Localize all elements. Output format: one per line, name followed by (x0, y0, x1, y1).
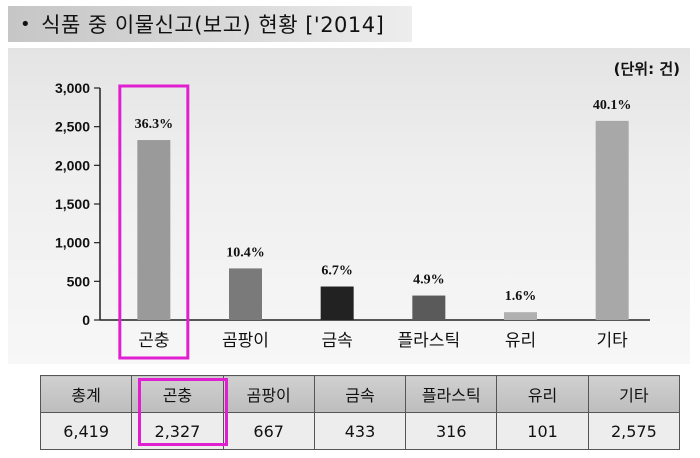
data-label: 6.7% (321, 264, 353, 279)
data-label: 1.6% (505, 289, 537, 304)
x-tick-label: 기타 (597, 331, 629, 351)
table-header-cell: 금속 (313, 375, 407, 413)
chart-title-bar: • 식품 중 이물신고(보고) 현황 ['2014] (8, 6, 412, 42)
y-tick-label: 2,000 (55, 157, 90, 173)
bar-chart: 0 500 1,000 1,500 2,000 2,500 3,000 36.3% 곤충 10.4… (55, 80, 650, 360)
bar (320, 286, 354, 320)
data-label: 4.9% (413, 273, 445, 288)
table-header-cell: 총계 (39, 375, 133, 413)
y-tick-label: 1,000 (55, 235, 90, 251)
table-cell: 6,419 (39, 412, 133, 450)
table-cell: 316 (405, 412, 498, 450)
table-cell: 2,327 (131, 412, 224, 450)
bar (137, 140, 171, 320)
bullet-icon: • (20, 13, 32, 35)
highlight-box (118, 84, 190, 360)
x-tick-label: 유리 (505, 331, 536, 351)
table-cell: 433 (313, 412, 407, 450)
x-tick-label: 금속 (322, 331, 353, 351)
data-label: 10.4% (226, 245, 265, 260)
y-tick-label: 500 (67, 273, 91, 289)
x-tick-label: 곰팡이 (222, 331, 269, 351)
x-tick-label: 곤충 (138, 331, 169, 351)
unit-label: (단위: 건) (613, 60, 680, 78)
chart-title: 식품 중 이물신고(보고) 현황 ['2014] (41, 13, 385, 37)
table-cell: 2,575 (587, 412, 681, 450)
table-header-row: 총계 곤충 곰팡이 금속 플라스틱 유리 기타 (39, 375, 681, 413)
table-header-cell: 유리 (496, 375, 589, 413)
bar (229, 268, 262, 320)
y-tick-label: 2,500 (55, 119, 90, 135)
table-cell: 667 (222, 412, 315, 450)
summary-table: 총계 곤충 곰팡이 금속 플라스틱 유리 기타 6,419 2,327 667 … (39, 375, 681, 450)
table-row: 6,419 2,327 667 433 316 101 2,575 (39, 412, 681, 450)
table-header-cell: 기타 (587, 375, 681, 413)
data-label: 40.1% (593, 98, 632, 113)
y-tick-label: 3,000 (55, 80, 90, 96)
table-cell: 101 (496, 412, 589, 450)
bar (412, 295, 446, 320)
data-label: 36.3% (135, 117, 174, 132)
y-tick-label: 0 (82, 312, 90, 328)
bar (595, 120, 629, 320)
x-tick-label: 플라스틱 (398, 331, 461, 351)
y-tick-label: 1,500 (55, 196, 90, 212)
table-header-cell: 곰팡이 (222, 375, 315, 413)
bar (504, 312, 537, 320)
table-header-cell: 곤충 (131, 375, 224, 413)
table-header-cell: 플라스틱 (405, 375, 498, 413)
